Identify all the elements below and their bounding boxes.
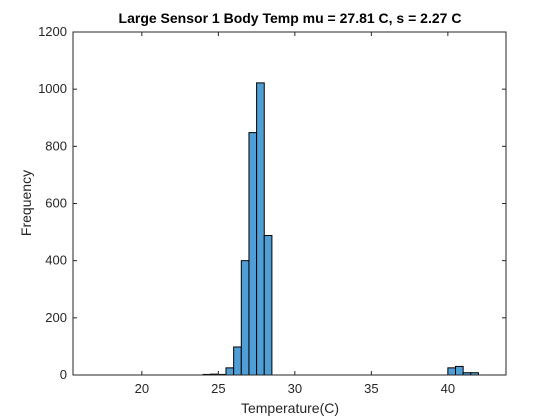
chart-title: Large Sensor 1 Body Temp mu = 27.81 C, s… — [119, 10, 462, 26]
y-tick-label-200: 200 — [45, 310, 67, 325]
y-tick-label-600: 600 — [45, 196, 67, 211]
x-tick-label-30: 30 — [288, 381, 302, 396]
x-tick-label-20: 20 — [135, 381, 149, 396]
y-axis-label: Frequency — [18, 170, 34, 236]
histogram-bar-7 — [256, 82, 265, 376]
histogram-bar-8 — [263, 235, 273, 376]
histogram-bar-5 — [240, 260, 250, 376]
plot-area-frame — [72, 31, 507, 376]
x-tick-label-35: 35 — [364, 381, 378, 396]
histogram-bar-4 — [233, 346, 242, 376]
y-axis-ticks: 0 200 400 600 800 1000 1200 — [38, 24, 506, 382]
x-tick-label-25: 25 — [211, 381, 225, 396]
histogram-bar-6 — [248, 132, 258, 376]
histogram-bar-10 — [455, 365, 464, 376]
y-tick-label-400: 400 — [45, 253, 67, 268]
x-axis-label: Temperature(C) — [241, 400, 339, 416]
histogram-bar-3 — [225, 367, 235, 376]
y-tick-label-1000: 1000 — [38, 81, 67, 96]
bars-group — [202, 82, 479, 376]
x-axis-ticks: 20 25 30 35 40 — [135, 32, 455, 396]
y-tick-label-0: 0 — [60, 367, 67, 382]
histogram-bar-9 — [447, 367, 457, 376]
x-tick-label-40: 40 — [441, 381, 455, 396]
y-tick-label-1200: 1200 — [38, 24, 67, 39]
y-tick-label-800: 800 — [45, 138, 67, 153]
